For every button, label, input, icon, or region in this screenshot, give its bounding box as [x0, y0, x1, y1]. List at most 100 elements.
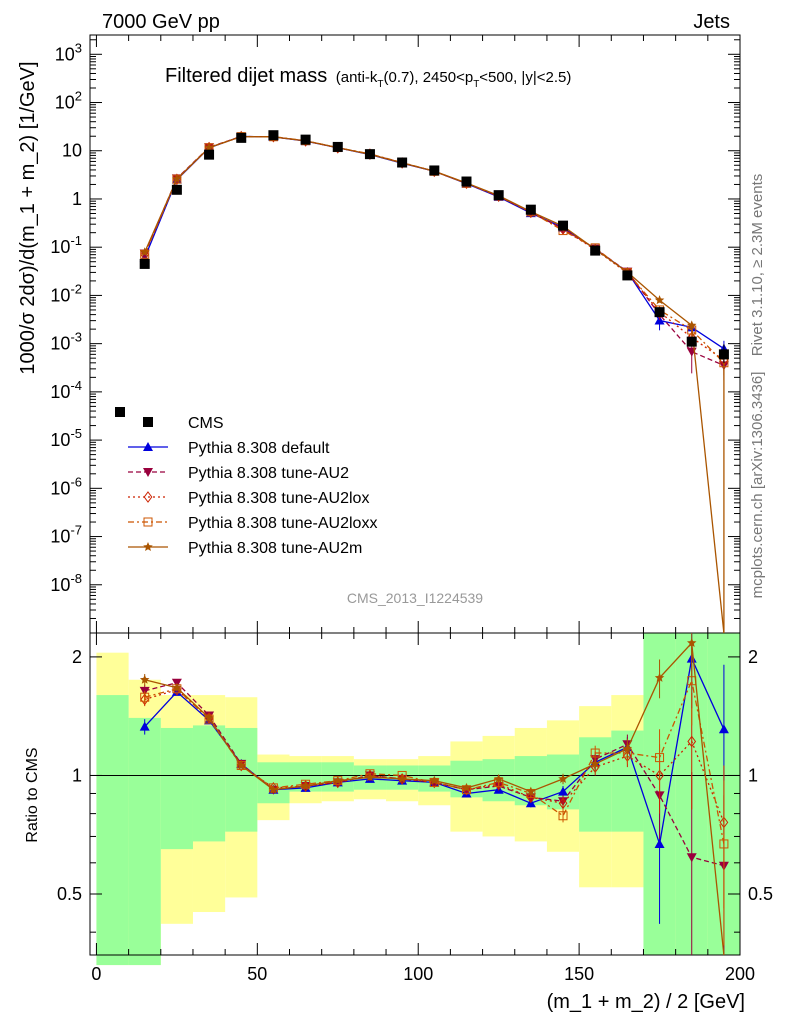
ratio-point-2-13: [558, 797, 568, 810]
ratio-point-2-17: [687, 735, 697, 748]
y-tick-label--5: 10-5: [50, 426, 82, 450]
y-tick-label-1: 10: [62, 141, 82, 161]
ratio-point-3-16: [655, 753, 665, 763]
y-tick-label--3: 10-3: [50, 330, 82, 354]
legend-label-4: Pythia 8.308 tune-AU2loxx: [188, 515, 377, 532]
y-tick-label-0: 1: [72, 189, 82, 209]
legend-marker-cms: [143, 417, 153, 427]
y-axis-title: 1000/σ 2dσ)/d(m_1 + m_2) [1/GeV]: [17, 61, 39, 374]
legend-marker-4: [143, 517, 153, 527]
legend-marker-3: [143, 491, 153, 503]
plot-title: Filtered dijet mass (anti-kT(0.7), 2450<…: [165, 65, 571, 90]
y-tick-label--4: 10-4: [50, 378, 82, 402]
cms-point-10: [461, 176, 472, 187]
y-tick-label--8: 10-8: [50, 571, 82, 595]
cms-point-7: [364, 149, 375, 160]
x-tick-label-50: 50: [247, 964, 267, 984]
legend-label-1: Pythia 8.308 default: [188, 440, 330, 457]
cms-point-16: [654, 307, 665, 318]
y-tick-label--7: 10-7: [50, 523, 82, 547]
ratio-uncertainty-bands: [96, 633, 740, 966]
main-point-4-1: [172, 174, 182, 184]
y-tick-label-3: 103: [55, 40, 82, 64]
cms-point-12: [525, 204, 536, 215]
x-tick-label-100: 100: [403, 964, 433, 984]
main-panel-series: [139, 130, 729, 634]
ratio-point-4-14: [590, 758, 600, 768]
ratio-point-3-0: [140, 692, 150, 702]
green-band-3: [192, 725, 226, 842]
cms-point-3: [236, 132, 247, 143]
main-series-4: [139, 131, 725, 634]
legend: CMS Pythia 8.308 default Pythia 8.308 tune…: [115, 407, 377, 557]
ratio-tick-label-right-0.5: 0.5: [748, 884, 773, 904]
side-label-site: mcplots.cern.ch [arXiv:1306.3436]: [749, 372, 766, 599]
legend-label-3: Pythia 8.308 tune-AU2lox: [188, 490, 369, 507]
cms-point-0: [139, 258, 150, 269]
ratio-point-4-16: [654, 672, 665, 682]
main-point-4-16: [654, 295, 665, 305]
y-tick-label-2: 102: [55, 89, 82, 113]
cms-point-11: [493, 190, 504, 201]
ratio-tick-label-left-0.5: 0.5: [57, 884, 82, 904]
ratio-point-4-12: [526, 786, 536, 796]
y-tick-label--1: 10-1: [50, 233, 82, 257]
cms-point-4: [268, 130, 279, 141]
ratio-point-1-17: [686, 853, 697, 863]
cms-point-14: [590, 245, 601, 256]
ratio-point-3-18: [719, 839, 729, 849]
cms-point-15: [622, 270, 633, 281]
ratio-point-0-18: [718, 724, 729, 734]
ratio-point-4-0: [139, 674, 150, 684]
ratio-point-4-6: [333, 775, 343, 785]
legend-marker-5: [143, 542, 153, 552]
cms-point-6: [332, 141, 343, 152]
plot-title-cut-3: <500, |y|<2.5): [479, 69, 571, 86]
ratio-point-2-0: [140, 693, 150, 706]
ratio-panel-series: [139, 633, 729, 956]
main-point-4-2: [204, 142, 214, 152]
plot-title-cut-sub-1: T: [377, 79, 383, 90]
ratio-tick-label-left-2: 2: [72, 647, 82, 667]
x-tick-label-200: 200: [725, 964, 755, 984]
ratio-point-4-3: [236, 760, 246, 770]
ratio-point-3-13: [558, 811, 568, 821]
ratio-point-4-15: [622, 743, 633, 753]
ratio-tick-label-left-1: 1: [72, 765, 82, 785]
cms-series: [139, 130, 729, 365]
ratio-frame: [89, 632, 741, 956]
ratio-point-4-11: [493, 773, 504, 783]
main-point-0-16: [654, 315, 665, 325]
analysis-id: CMS_2013_I1224539: [347, 590, 483, 606]
plot-title-cut-sub-2: T: [473, 79, 479, 90]
ratio-point-4-2: [204, 712, 214, 722]
ratio-y-axis-title: Ratio to CMS: [24, 747, 41, 842]
ratio-point-4-8: [397, 773, 407, 783]
legend-marker-2: [143, 468, 153, 477]
main-point-4-0: [139, 247, 150, 257]
plot-title-main: Filtered dijet mass: [165, 65, 327, 87]
axes: 0 50 100 150 200 10-8 10-7 10-6 10-5 10-4 10-3 10-2…: [50, 34, 773, 984]
legend-marker-1: [143, 442, 153, 451]
ratio-point-4-13: [558, 773, 568, 783]
ratio-point-4-1: [172, 682, 182, 692]
x-tick-label-0: 0: [91, 964, 101, 984]
cms-point-1: [171, 184, 182, 195]
ratio-tick-label-right-1: 1: [748, 765, 758, 785]
legend-label-5: Pythia 8.308 tune-AU2m: [188, 540, 362, 557]
ratio-point-4-4: [268, 784, 279, 794]
ratio-point-4-17: [686, 637, 697, 647]
ratio-series-4: [139, 633, 725, 956]
side-label-events: Rivet 3.1.10, ≥ 2.3M events: [749, 174, 766, 357]
x-tick-label-150: 150: [564, 964, 594, 984]
legend-lone-marker: [115, 407, 125, 417]
ratio-tick-label-right-2: 2: [748, 647, 758, 667]
green-band-0: [96, 695, 129, 966]
main-line-4: [144, 135, 725, 634]
energy-label: 7000 GeV pp: [102, 11, 220, 33]
cms-point-13: [558, 220, 569, 231]
ratio-point-4-7: [365, 772, 375, 782]
ratio-point-0-13: [558, 786, 569, 796]
ratio-point-4-5: [300, 781, 311, 791]
